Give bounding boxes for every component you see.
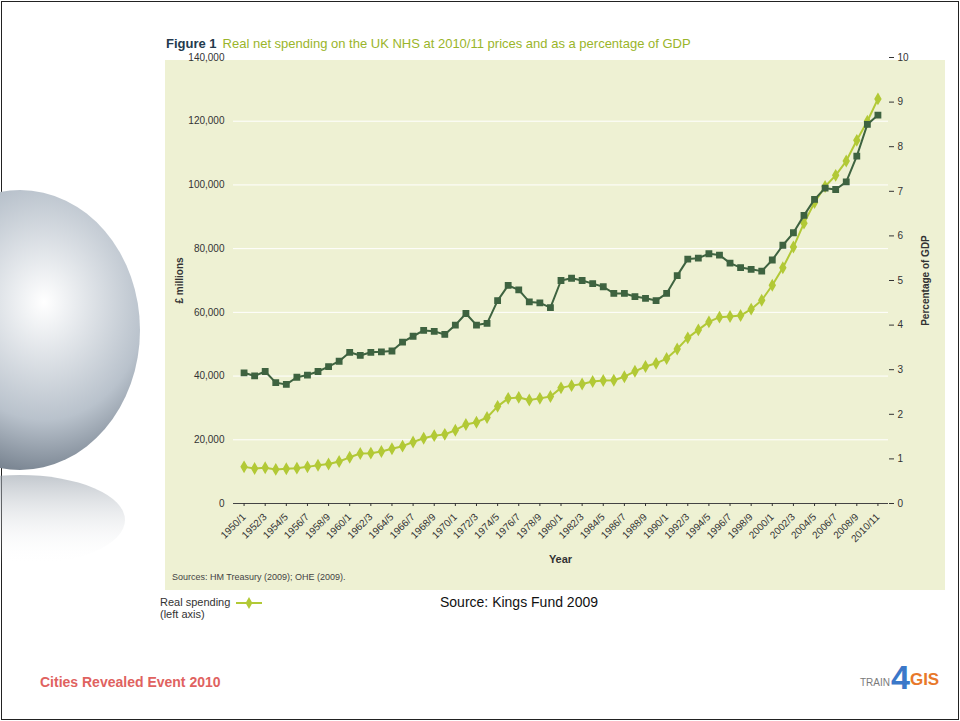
html-text:Figure 1 Real net spending on: Figure 1 Real net spending on the UK NHS… bbox=[166, 36, 691, 51]
html-text:Year: Year bbox=[548, 553, 573, 565]
html-text:Sources: HM Treasury (2009); O: Sources: HM Treasury (2009); OHE (2009). bbox=[172, 572, 346, 582]
svg-text:0: 0 bbox=[898, 498, 904, 509]
svg-text:0: 0 bbox=[219, 498, 225, 509]
svg-text:1986/7: 1986/7 bbox=[598, 511, 629, 541]
svg-text:9: 9 bbox=[898, 96, 904, 107]
svg-text:1954/5: 1954/5 bbox=[260, 511, 290, 541]
svg-text:4: 4 bbox=[898, 319, 904, 330]
svg-text:1974/5: 1974/5 bbox=[471, 511, 502, 541]
html-text:Real spending (left axis): Real spending (left axis) bbox=[160, 596, 231, 620]
svg-text:2: 2 bbox=[898, 409, 904, 420]
svg-text:120,000: 120,000 bbox=[188, 115, 225, 126]
svg-text:1996/7: 1996/7 bbox=[704, 511, 734, 541]
svg-text:1: 1 bbox=[898, 453, 904, 464]
svg-text:1970/1: 1970/1 bbox=[429, 511, 459, 541]
svg-text:1964/5: 1964/5 bbox=[366, 511, 396, 541]
svg-text:10: 10 bbox=[898, 52, 910, 63]
svg-text:1978/9: 1978/9 bbox=[514, 511, 544, 541]
svg-text:1952/3: 1952/3 bbox=[239, 511, 269, 541]
svg-text:7: 7 bbox=[898, 186, 904, 197]
svg-text:Percentage of GDP: Percentage of GDP bbox=[920, 235, 931, 326]
svg-text:1994/5: 1994/5 bbox=[683, 511, 713, 541]
svg-text:2010/11: 2010/11 bbox=[849, 511, 882, 544]
svg-text:1988/9: 1988/9 bbox=[619, 511, 650, 541]
svg-text:80,000: 80,000 bbox=[194, 243, 225, 254]
svg-text:60,000: 60,000 bbox=[194, 307, 225, 318]
svg-text:2000/1: 2000/1 bbox=[746, 511, 776, 541]
svg-text:£ millions: £ millions bbox=[174, 257, 185, 304]
svg-text:5: 5 bbox=[898, 275, 904, 286]
svg-text:1984/5: 1984/5 bbox=[577, 511, 607, 541]
svg-text:1956/7: 1956/7 bbox=[281, 511, 312, 541]
svg-text:1958/9: 1958/9 bbox=[302, 511, 333, 541]
svg-text:1980/1: 1980/1 bbox=[535, 511, 565, 541]
svg-text:1950/1: 1950/1 bbox=[218, 511, 248, 541]
svg-text:1968/9: 1968/9 bbox=[408, 511, 438, 541]
svg-text:1982/3: 1982/3 bbox=[556, 511, 586, 541]
html-text:Cities Revealed Event 2010: Cities Revealed Event 2010 bbox=[40, 674, 221, 690]
svg-text:2006/7: 2006/7 bbox=[809, 511, 840, 541]
html-text:4GIS: 4GIS bbox=[891, 658, 940, 696]
svg-text:1962/3: 1962/3 bbox=[345, 511, 375, 541]
svg-text:1992/3: 1992/3 bbox=[662, 511, 692, 541]
svg-text:2004/5: 2004/5 bbox=[788, 511, 819, 541]
svg-text:3: 3 bbox=[898, 364, 904, 375]
svg-text:2008/9: 2008/9 bbox=[831, 511, 861, 541]
svg-text:1972/3: 1972/3 bbox=[450, 511, 481, 541]
svg-text:1990/1: 1990/1 bbox=[640, 511, 671, 541]
svg-text:140,000: 140,000 bbox=[188, 52, 225, 63]
svg-text:1960/1: 1960/1 bbox=[324, 511, 354, 541]
html-text:Source: Kings Fund 2009: Source: Kings Fund 2009 bbox=[440, 594, 598, 610]
svg-text:2002/3: 2002/3 bbox=[767, 511, 798, 541]
svg-text:40,000: 40,000 bbox=[194, 370, 225, 381]
svg-text:1976/7: 1976/7 bbox=[493, 511, 523, 541]
html-text:TRAIN: TRAIN bbox=[860, 677, 890, 688]
svg-text:100,000: 100,000 bbox=[188, 179, 225, 190]
svg-text:8: 8 bbox=[898, 141, 904, 152]
svg-text:20,000: 20,000 bbox=[194, 434, 225, 445]
svg-text:1998/9: 1998/9 bbox=[725, 511, 755, 541]
svg-text:6: 6 bbox=[898, 230, 904, 241]
svg-text:1966/7: 1966/7 bbox=[387, 511, 417, 541]
